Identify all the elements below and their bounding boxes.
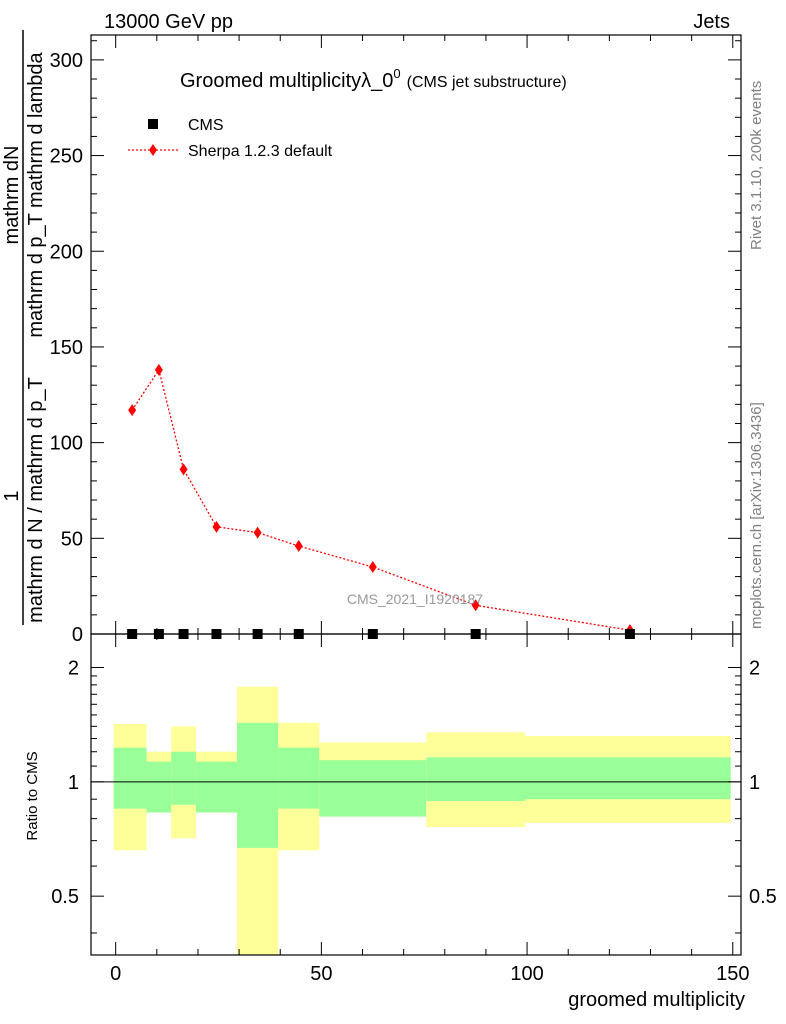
mc-point	[294, 539, 303, 552]
mcplots-label: mcplots.cern.ch [arXiv:1306.3436]	[748, 402, 765, 629]
ratio-y-tick-label-right: 1	[749, 772, 760, 794]
y-axis-title: 1 mathrm dN mathrm d p_T mathrm d lambda…	[1, 30, 47, 625]
ratio-bands	[91, 686, 741, 955]
ratio-band-inner	[237, 722, 279, 848]
energy-label: 13000 GeV pp	[104, 11, 233, 33]
chart-title-main: Groomed multiplicityλ_0	[180, 70, 393, 92]
ratio-band-inner	[278, 747, 320, 809]
ratio-band-inner	[525, 757, 731, 800]
ratio-band-inner	[319, 760, 427, 817]
chart-title-subtitle: (CMS jet substructure)	[407, 74, 567, 91]
x-tick-label: 100	[510, 963, 543, 985]
legend-sherpa-marker	[149, 144, 157, 156]
analysis-watermark: CMS_2021_I1920187	[347, 591, 483, 607]
x-tick-label: 50	[310, 963, 332, 985]
mc-point	[471, 599, 480, 612]
ratio-band-inner	[113, 747, 147, 809]
legend: CMS Sherpa 1.2.3 default	[128, 117, 333, 160]
x-tick-label: 0	[110, 963, 121, 985]
ratio-frame	[90, 633, 742, 956]
ratio-band-inner	[171, 751, 196, 805]
chart-title: Groomed multiplicityλ_00 (CMS jet substru…	[180, 66, 567, 92]
ratio-y-tick-label-right: 2	[749, 657, 760, 679]
ratio-y-tick-label: 0.5	[51, 886, 79, 908]
ratio-y-tick-label-right: 0.5	[749, 886, 777, 908]
x-axis-title: groomed multiplicity	[568, 989, 745, 1011]
ratio-band-inner	[146, 761, 172, 813]
main-panel: Groomed multiplicityλ_00(CMS jet substru…	[1, 30, 742, 646]
y-tick-label: 300	[50, 50, 83, 72]
chart-title-superscript: 0	[393, 66, 400, 81]
y-axis-title-denominator: mathrm d p_T mathrm d lambda	[25, 51, 47, 337]
y-tick-label: 100	[50, 433, 83, 455]
ratio-axes: 0 50 100 150 0.5 0.5 1 1 2 2	[51, 633, 777, 985]
y-tick-label: 50	[61, 528, 83, 550]
y-axis-title-bottom: mathrm d N / mathrm d p_T	[25, 377, 47, 623]
ratio-y-tick-label: 1	[68, 772, 79, 794]
y-tick-label: 0	[72, 624, 83, 646]
legend-cms-marker	[148, 119, 158, 129]
ratio-panel: 0 50 100 150 0.5 0.5 1 1 2 2 Ratio to CMS groomed…	[24, 633, 777, 1011]
mc-point	[154, 363, 163, 376]
ratio-band-inner	[195, 761, 238, 813]
mc-point	[368, 561, 377, 574]
mc-point	[128, 404, 137, 417]
legend-sherpa-label: Sherpa 1.2.3 default	[188, 143, 333, 160]
y-tick-label: 200	[50, 241, 83, 263]
rivet-label: Rivet 3.1.10, 200k events	[748, 81, 765, 250]
mc-point	[212, 520, 221, 533]
y-axis-title-one: 1	[1, 490, 23, 501]
ratio-y-axis-title: Ratio to CMS	[24, 751, 41, 840]
process-label: Jets	[693, 11, 730, 33]
mc-point	[179, 463, 188, 476]
mc-point	[253, 526, 262, 539]
x-tick-label: 150	[716, 963, 749, 985]
y-axis-title-numerator: mathrm dN	[1, 146, 23, 245]
ratio-y-tick-label: 2	[68, 657, 79, 679]
legend-cms-label: CMS	[188, 117, 224, 134]
y-tick-label: 250	[50, 146, 83, 168]
y-tick-label: 150	[50, 337, 83, 359]
ratio-band-inner	[426, 757, 526, 802]
